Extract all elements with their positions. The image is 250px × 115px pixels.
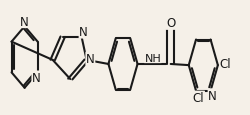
Text: Cl: Cl	[192, 91, 203, 104]
Text: Cl: Cl	[219, 58, 230, 71]
Text: N: N	[79, 26, 88, 39]
Text: N: N	[208, 89, 216, 102]
Text: N: N	[20, 15, 29, 28]
Text: N: N	[86, 53, 94, 66]
Text: NH: NH	[144, 53, 160, 63]
Text: O: O	[166, 17, 174, 30]
Text: N: N	[32, 71, 40, 84]
